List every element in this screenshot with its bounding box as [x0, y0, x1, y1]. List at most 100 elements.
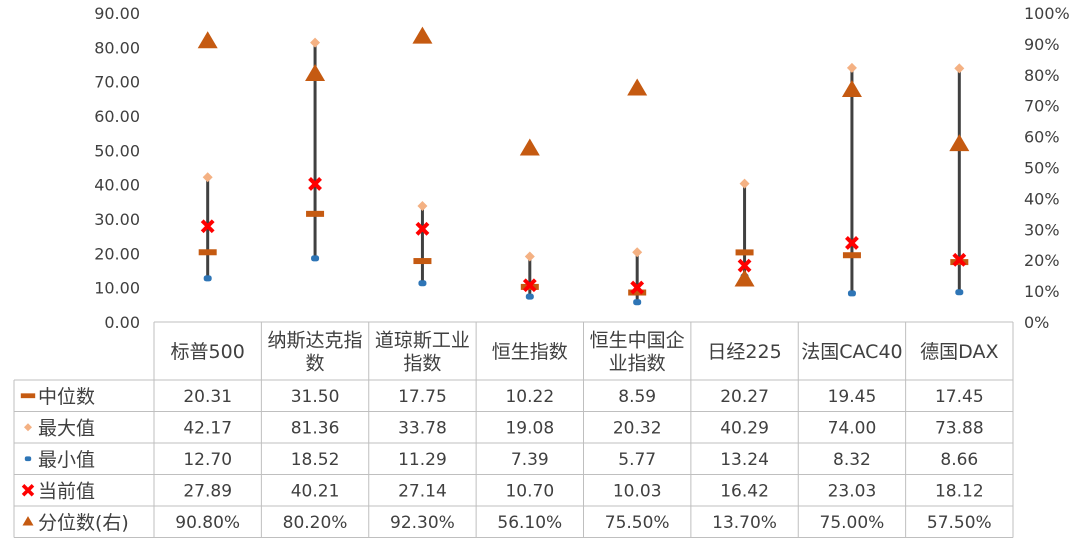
- table-value: 10.03: [613, 481, 662, 501]
- legend-key-diamond: [24, 423, 32, 432]
- table-value: 8.66: [940, 450, 978, 470]
- table-value: 10.70: [505, 481, 554, 501]
- dash-marker: [198, 249, 217, 256]
- cross-marker: [200, 219, 215, 234]
- table-value: 27.89: [183, 481, 232, 501]
- table-value: 23.03: [828, 481, 877, 501]
- triangle-marker: [197, 31, 218, 49]
- diamond-marker: [417, 201, 428, 212]
- category-label: 纳斯达克指: [268, 330, 363, 352]
- y2-tick-label: 70%: [1024, 97, 1060, 116]
- cross-marker: [952, 252, 967, 267]
- table-value: 90.80%: [175, 513, 240, 533]
- table-value: 92.30%: [390, 513, 455, 533]
- dash-marker: [735, 249, 754, 256]
- dot-marker: [203, 275, 212, 282]
- table-value: 11.29: [398, 450, 447, 470]
- table-value: 18.12: [935, 481, 984, 501]
- table-value: 17.75: [398, 387, 447, 407]
- y-tick-label: 80.00: [94, 38, 140, 57]
- table-value: 19.08: [505, 418, 554, 438]
- y-tick-label: 50.00: [94, 141, 140, 160]
- table-value: 7.39: [511, 450, 549, 470]
- triangle-marker: [412, 26, 433, 44]
- table-value: 31.50: [291, 387, 340, 407]
- y2-tick-label: 10%: [1024, 282, 1060, 301]
- triangle-marker: [841, 80, 862, 98]
- category-label: 标普500: [171, 341, 245, 363]
- y-tick-label: 0.00: [104, 313, 140, 332]
- triangle-marker: [627, 78, 648, 96]
- legend-key-dash: [20, 393, 36, 399]
- table-value: 42.17: [183, 418, 232, 438]
- category-label: 业指数: [609, 353, 666, 375]
- table-value: 80.20%: [283, 513, 348, 533]
- category-label: 恒生中国企: [590, 330, 685, 352]
- cross-marker: [630, 280, 645, 295]
- table-value: 12.70: [183, 450, 232, 470]
- table-value: 73.88: [935, 418, 984, 438]
- dash-marker: [628, 289, 647, 296]
- legend-label: 最小值: [38, 449, 95, 471]
- table-value: 75.00%: [820, 513, 885, 533]
- table-value: 5.77: [618, 450, 656, 470]
- dash-marker: [842, 252, 861, 259]
- legend-key-triangle: [22, 516, 34, 526]
- table-value: 40.29: [720, 418, 769, 438]
- category-label: 指数: [403, 353, 441, 375]
- table-value: 13.70%: [712, 513, 777, 533]
- y-tick-label: 70.00: [94, 73, 140, 92]
- y-tick-label: 20.00: [94, 244, 140, 263]
- category-label: 法国CAC40: [801, 341, 902, 363]
- dot-marker: [311, 255, 320, 262]
- dot-marker: [955, 289, 964, 296]
- y2-tick-label: 90%: [1024, 35, 1060, 54]
- table-value: 20.31: [183, 387, 232, 407]
- triangle-marker: [734, 269, 755, 287]
- table-value: 27.14: [398, 481, 447, 501]
- diamond-marker: [954, 63, 965, 74]
- diamond-marker: [310, 37, 321, 48]
- diamond-marker: [202, 172, 213, 183]
- dash-marker: [306, 210, 325, 217]
- table-value: 81.36: [291, 418, 340, 438]
- y2-tick-label: 30%: [1024, 220, 1060, 239]
- table-value: 75.50%: [605, 513, 670, 533]
- cross-marker: [522, 278, 537, 293]
- table-value: 74.00: [828, 418, 877, 438]
- cross-marker: [415, 221, 430, 236]
- table-value: 56.10%: [497, 513, 562, 533]
- category-label: 德国DAX: [920, 341, 998, 363]
- diamond-marker: [632, 247, 643, 258]
- cross-marker: [845, 236, 859, 250]
- category-label: 日经225: [707, 341, 781, 363]
- legend-label: 最大值: [38, 417, 95, 439]
- table-value: 19.45: [828, 387, 877, 407]
- category-label: 数: [306, 353, 325, 375]
- triangle-marker: [305, 63, 326, 81]
- table-value: 33.78: [398, 418, 447, 438]
- y-tick-label: 90.00: [94, 4, 140, 23]
- y2-tick-label: 50%: [1024, 159, 1060, 178]
- y2-tick-label: 0%: [1024, 313, 1049, 332]
- legend-label: 分位数(右): [38, 512, 129, 534]
- table-value: 16.42: [720, 481, 769, 501]
- dash-marker: [413, 258, 432, 265]
- legend-label: 当前值: [38, 480, 95, 502]
- table-value: 13.24: [720, 450, 769, 470]
- table-value: 17.45: [935, 387, 984, 407]
- table-value: 10.22: [505, 387, 554, 407]
- dot-marker: [633, 299, 642, 306]
- y-tick-label: 10.00: [94, 279, 140, 298]
- table-value: 8.59: [618, 387, 656, 407]
- y-tick-label: 40.00: [94, 176, 140, 195]
- y-tick-label: 60.00: [94, 107, 140, 126]
- legend-key-dot: [24, 456, 32, 462]
- y2-tick-label: 40%: [1024, 189, 1060, 208]
- diamond-marker: [846, 62, 857, 73]
- cross-marker: [308, 177, 322, 191]
- cross-marker: [737, 258, 752, 273]
- data-table-grid: [13, 321, 1014, 538]
- y2-tick-label: 60%: [1024, 128, 1060, 147]
